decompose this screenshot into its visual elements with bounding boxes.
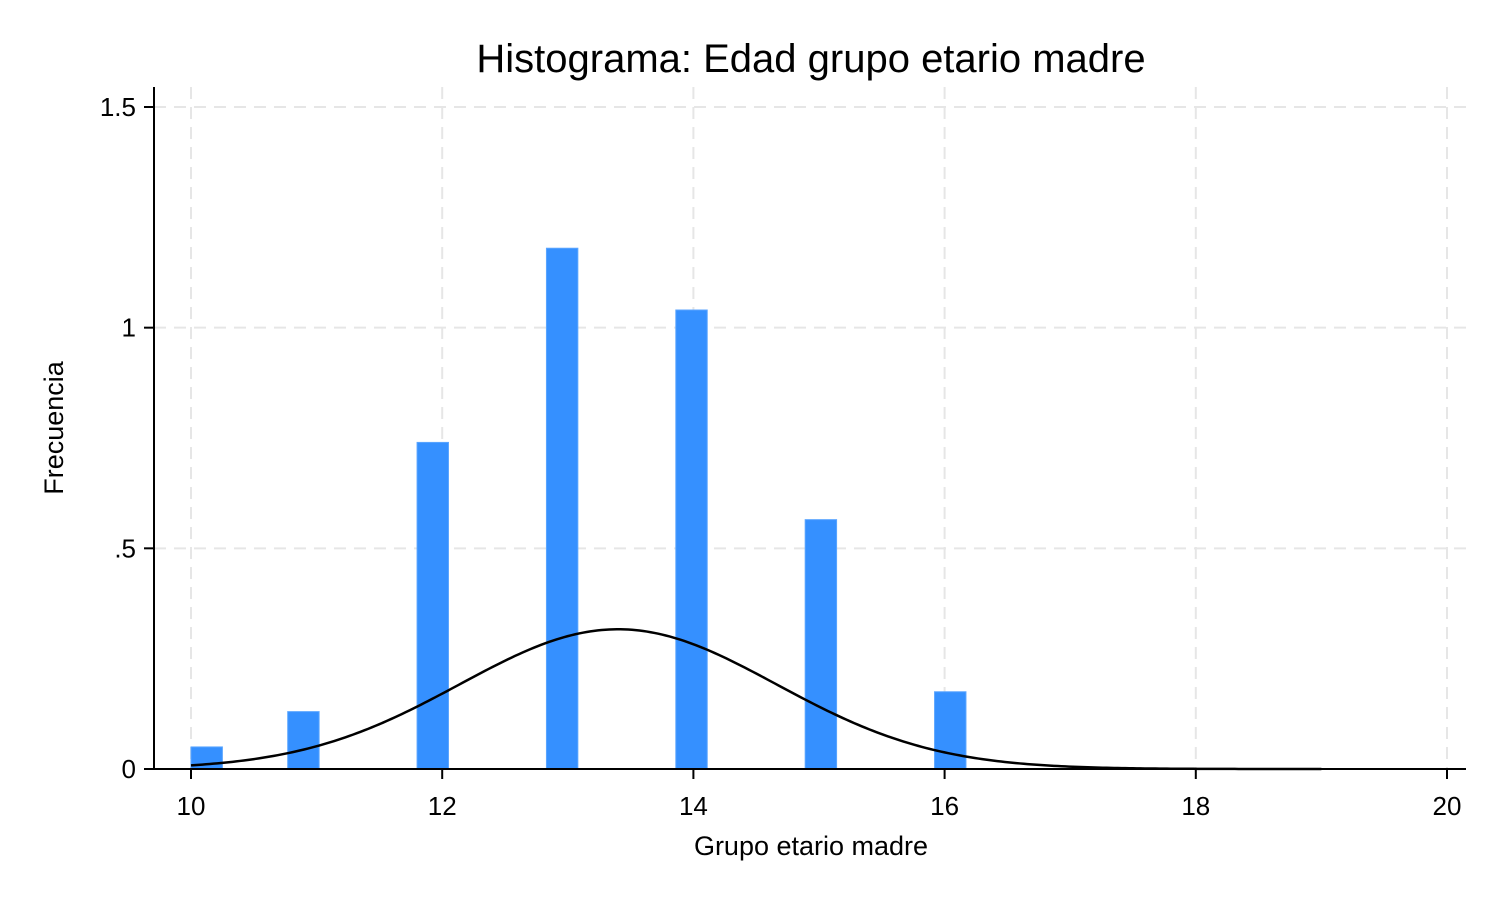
x-tick-label: 18 [1181, 791, 1210, 821]
x-axis-ticks: 10 12 14 16 18 20 [177, 769, 1462, 821]
x-tick-label: 16 [930, 791, 959, 821]
y-tick-label: .5 [114, 533, 136, 563]
x-tick-label: 12 [428, 791, 457, 821]
chart-title: Histograma: Edad grupo etario madre [476, 37, 1145, 81]
x-tick-label: 10 [177, 791, 206, 821]
density-curve [190, 628, 1322, 771]
y-tick-label: 1.5 [100, 92, 136, 122]
histogram-bar [934, 691, 967, 770]
y-axis-ticks: 0 .5 1 1.5 [100, 92, 154, 784]
x-tick-label: 20 [1433, 791, 1462, 821]
histogram-bar [675, 309, 708, 770]
y-tick-label: 1 [122, 313, 136, 343]
histogram-bar [545, 247, 579, 770]
x-axis-label: Grupo etario madre [694, 831, 928, 861]
y-tick-label: 0 [122, 754, 136, 784]
y-axis-label: Frecuencia [39, 360, 69, 495]
axes [153, 87, 1466, 770]
bars [190, 247, 967, 770]
histogram-bar [804, 519, 838, 770]
x-tick-label: 14 [679, 791, 708, 821]
histogram-bar [287, 711, 320, 770]
histogram-bar [416, 441, 449, 770]
